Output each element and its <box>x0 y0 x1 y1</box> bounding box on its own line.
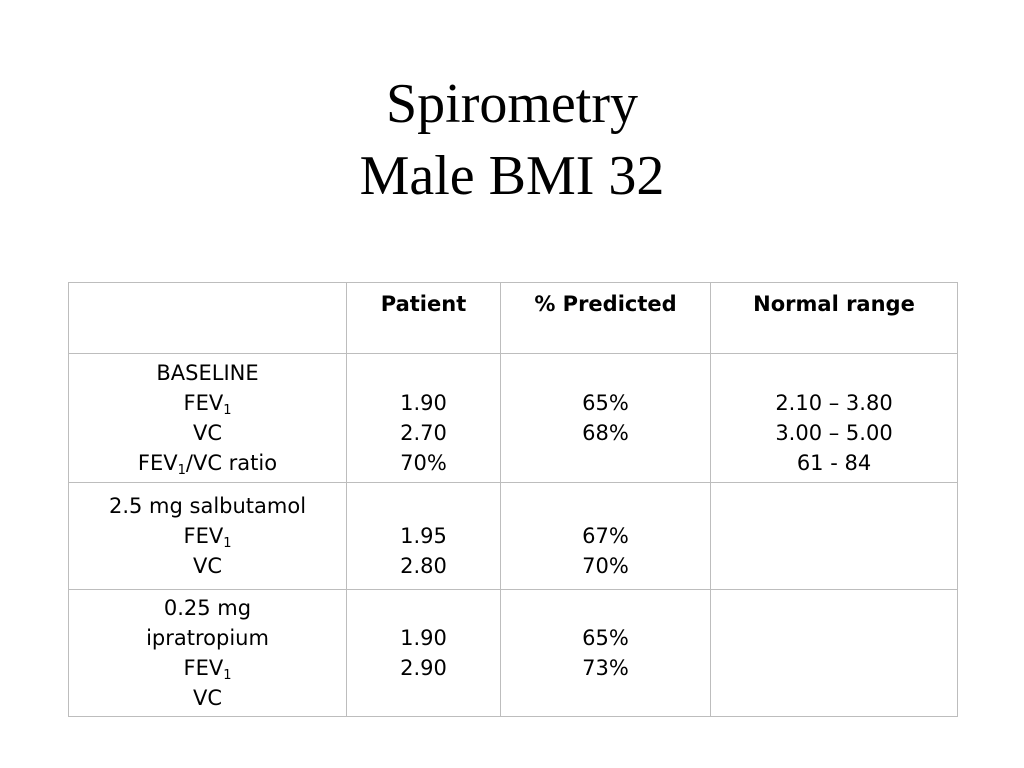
patient-values-cell: 1.95 2.80 <box>346 482 501 590</box>
normal-range-value: 2.10 – 3.80 <box>775 391 893 415</box>
patient-value: 2.80 <box>400 554 447 578</box>
patient-value: 2.90 <box>400 656 447 680</box>
header-patient: Patient <box>346 282 501 354</box>
table-row-salbutamol: 2.5 mg salbutamol FEV1 VC 1.95 2.80 67% … <box>68 482 958 590</box>
measure-label-fev1: FEV1 <box>183 656 232 683</box>
measure-label-fev1: FEV1 <box>183 524 232 551</box>
normal-range-value: 61 - 84 <box>796 451 872 475</box>
patient-value: 1.95 <box>400 524 447 548</box>
row-heading: 2.5 mg salbutamol <box>108 494 307 518</box>
row-heading: 0.25 mg <box>163 596 252 620</box>
predicted-values-cell: 65% 68% <box>500 353 711 483</box>
row-label-cell: BASELINE FEV1 VC FEV1/VC ratio <box>68 353 347 483</box>
header-empty <box>68 282 347 354</box>
table-row-ipratropium: 0.25 mg ipratropium FEV1 VC 1.90 2.90 65… <box>68 589 958 717</box>
measure-label-vc: VC <box>192 421 223 445</box>
header-row: Patient % Predicted Normal range <box>68 282 958 354</box>
row-heading: BASELINE <box>156 361 259 385</box>
predicted-value: 73% <box>582 656 629 680</box>
patient-values-cell: 1.90 2.90 <box>346 589 501 717</box>
measure-label-vc: VC <box>192 686 223 710</box>
patient-value: 2.70 <box>400 421 447 445</box>
slide-title: Spirometry Male BMI 32 <box>0 68 1024 212</box>
predicted-value: 65% <box>582 626 629 650</box>
patient-value: 70% <box>400 451 447 475</box>
normal-range-cell: 2.10 – 3.80 3.00 – 5.00 61 - 84 <box>710 353 958 483</box>
title-line-1: Spirometry <box>386 73 638 135</box>
row-label-cell: 0.25 mg ipratropium FEV1 VC <box>68 589 347 717</box>
normal-range-value: 3.00 – 5.00 <box>775 421 893 445</box>
normal-range-cell <box>710 482 958 590</box>
normal-range-cell <box>710 589 958 717</box>
header-predicted: % Predicted <box>500 282 711 354</box>
predicted-value: 70% <box>582 554 629 578</box>
predicted-value: 68% <box>582 421 629 445</box>
measure-label-fev1: FEV1 <box>183 391 232 418</box>
measure-label-fev1-vc-ratio: FEV1/VC ratio <box>137 451 278 478</box>
predicted-values-cell: 65% 73% <box>500 589 711 717</box>
spirometry-table: Patient % Predicted Normal range BASELIN… <box>68 282 958 717</box>
header-normal-range: Normal range <box>710 282 958 354</box>
patient-values-cell: 1.90 2.70 70% <box>346 353 501 483</box>
table-row-baseline: BASELINE FEV1 VC FEV1/VC ratio 1.90 2.70… <box>68 353 958 483</box>
predicted-value: 67% <box>582 524 629 548</box>
predicted-value: 65% <box>582 391 629 415</box>
row-label-cell: 2.5 mg salbutamol FEV1 VC <box>68 482 347 590</box>
row-heading: ipratropium <box>146 626 269 650</box>
measure-label-vc: VC <box>192 554 223 578</box>
title-line-2: Male BMI 32 <box>359 145 665 207</box>
predicted-values-cell: 67% 70% <box>500 482 711 590</box>
patient-value: 1.90 <box>400 391 447 415</box>
patient-value: 1.90 <box>400 626 447 650</box>
